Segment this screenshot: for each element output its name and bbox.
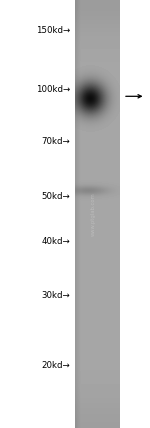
Text: 150kd→: 150kd→ xyxy=(36,26,70,36)
Text: 30kd→: 30kd→ xyxy=(42,291,70,300)
Text: 40kd→: 40kd→ xyxy=(42,237,70,247)
Text: 20kd→: 20kd→ xyxy=(42,361,70,371)
Text: 50kd→: 50kd→ xyxy=(42,192,70,202)
Text: 70kd→: 70kd→ xyxy=(42,137,70,146)
Text: 100kd→: 100kd→ xyxy=(36,85,70,95)
Text: www.ptglab.com: www.ptglab.com xyxy=(90,192,96,236)
